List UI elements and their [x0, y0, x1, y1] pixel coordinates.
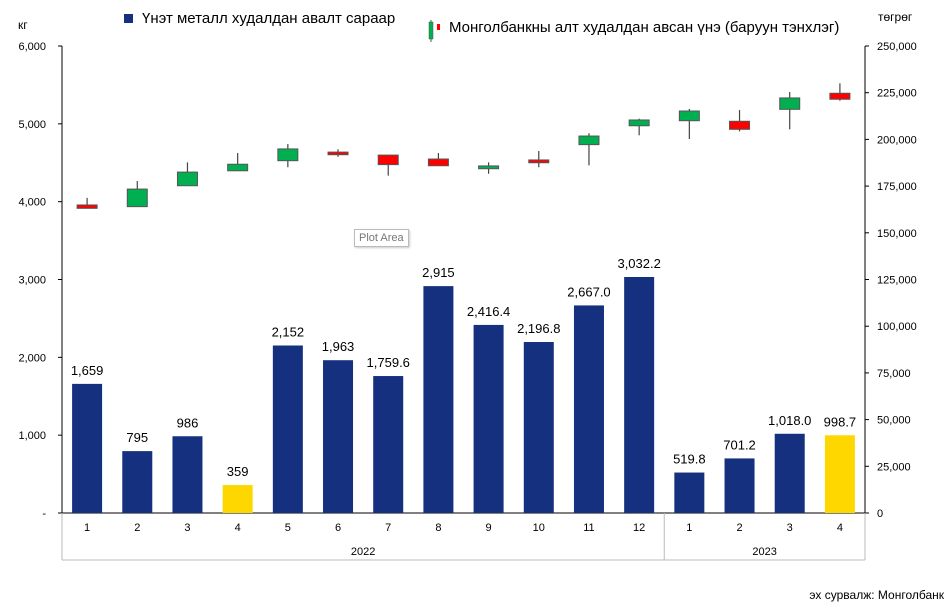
- x-tick-label: 4: [837, 522, 843, 534]
- candle-body: [478, 165, 500, 170]
- candle-body: [76, 204, 98, 209]
- candle-body: [779, 97, 801, 110]
- left-tick-label: 2,000: [18, 352, 46, 364]
- bar-data-label: 359: [227, 464, 249, 479]
- bar: [674, 472, 705, 513]
- bar: [323, 360, 354, 513]
- bar: [272, 345, 303, 513]
- right-tick-label: 0: [877, 508, 883, 520]
- x-tick-label: 10: [533, 522, 545, 534]
- bar: [423, 286, 454, 513]
- right-tick-label: 250,000: [877, 41, 917, 53]
- candle-body: [678, 110, 700, 122]
- legend-candle: Монголбанкны алт худалдан авсан үнэ (бар…: [427, 10, 839, 44]
- x-group-label: 2022: [351, 546, 375, 558]
- x-tick-label: 3: [787, 522, 793, 534]
- bar-data-label: 2,915: [422, 265, 455, 280]
- bar: [473, 324, 504, 513]
- right-tick-label: 175,000: [877, 181, 917, 193]
- candle-body: [427, 158, 449, 167]
- right-tick-label: 50,000: [877, 415, 911, 427]
- candle-body: [176, 171, 198, 187]
- right-tick-label: 100,000: [877, 321, 917, 333]
- bar: [373, 376, 404, 513]
- left-tick-label: 6,000: [18, 41, 46, 53]
- left-tick-label: 4,000: [18, 197, 46, 209]
- bar-data-label: 3,032.2: [617, 256, 660, 271]
- bar: [72, 383, 103, 513]
- right-axis-unit: төгрөг: [878, 10, 913, 24]
- bar-data-label: 2,416.4: [467, 304, 510, 319]
- x-tick-label: 3: [184, 522, 190, 534]
- x-group-label: 2023: [752, 546, 776, 558]
- right-tick-label: 150,000: [877, 228, 917, 240]
- bar: [172, 436, 203, 513]
- bar-data-label: 2,152: [272, 325, 305, 340]
- left-tick-label: -: [42, 508, 46, 520]
- left-tick-label: 1,000: [18, 430, 46, 442]
- legend-candle-icon: [428, 20, 440, 42]
- legend-label-candle: Монголбанкны алт худалдан авсан үнэ (бар…: [449, 18, 840, 36]
- bar: [122, 451, 153, 513]
- candle-body: [628, 119, 650, 127]
- x-tick-label: 5: [285, 522, 291, 534]
- legend-swatch-bar: [124, 14, 133, 23]
- candle-body: [126, 188, 148, 208]
- bar-data-label: 998.7: [824, 414, 857, 429]
- bar-data-label: 1,659: [71, 363, 104, 378]
- plot-area-tooltip: Plot Area: [354, 229, 409, 247]
- candle-body: [277, 148, 299, 162]
- left-tick-label: 5,000: [18, 119, 46, 131]
- x-tick-label: 1: [686, 522, 692, 534]
- right-tick-label: 25,000: [877, 461, 911, 473]
- left-tick-label: 3,000: [18, 275, 46, 287]
- bar: [624, 276, 655, 513]
- candle-body: [327, 151, 349, 156]
- x-tick-label: 2: [134, 522, 140, 534]
- bar-data-label: 1,759.6: [367, 355, 410, 370]
- bar: [724, 458, 755, 513]
- candle-body: [377, 154, 399, 166]
- right-tick-label: 75,000: [877, 368, 911, 380]
- bar-data-label: 1,963: [322, 339, 355, 354]
- x-tick-label: 6: [335, 522, 341, 534]
- bar-data-label: 986: [177, 415, 199, 430]
- bar: [774, 433, 805, 513]
- right-tick-label: 225,000: [877, 88, 917, 100]
- candle-body: [227, 163, 249, 172]
- x-tick-label: 1: [84, 522, 90, 534]
- bar: [523, 342, 554, 513]
- x-tick-label: 7: [385, 522, 391, 534]
- bar-data-label: 701.2: [723, 437, 756, 452]
- bar: [824, 435, 855, 513]
- legend-bar: Үнэт металл худалдан авалт сараар: [124, 10, 395, 27]
- candle-body: [829, 92, 851, 100]
- bar-data-label: 2,196.8: [517, 321, 560, 336]
- candle-body: [578, 135, 600, 146]
- bar-data-label: 1,018.0: [768, 413, 811, 428]
- bar-data-label: 2,667.0: [567, 284, 610, 299]
- bar-data-label: 795: [126, 430, 148, 445]
- left-axis-unit: кг: [18, 18, 28, 32]
- source-note: эх сурвалж: Монголбанк: [809, 588, 944, 602]
- candle-body: [528, 159, 550, 164]
- candle-body: [729, 120, 751, 130]
- legend-label-bar: Үнэт металл худалдан авалт сараар: [142, 10, 396, 27]
- bar-data-label: 519.8: [673, 452, 706, 467]
- x-tick-label: 11: [583, 522, 594, 534]
- x-tick-label: 12: [633, 522, 645, 534]
- x-tick-label: 9: [486, 522, 492, 534]
- x-tick-label: 8: [435, 522, 441, 534]
- bar: [222, 485, 253, 513]
- x-tick-label: 4: [235, 522, 241, 534]
- x-tick-label: 2: [736, 522, 742, 534]
- bar: [573, 305, 604, 513]
- right-tick-label: 125,000: [877, 275, 917, 287]
- right-tick-label: 200,000: [877, 134, 917, 146]
